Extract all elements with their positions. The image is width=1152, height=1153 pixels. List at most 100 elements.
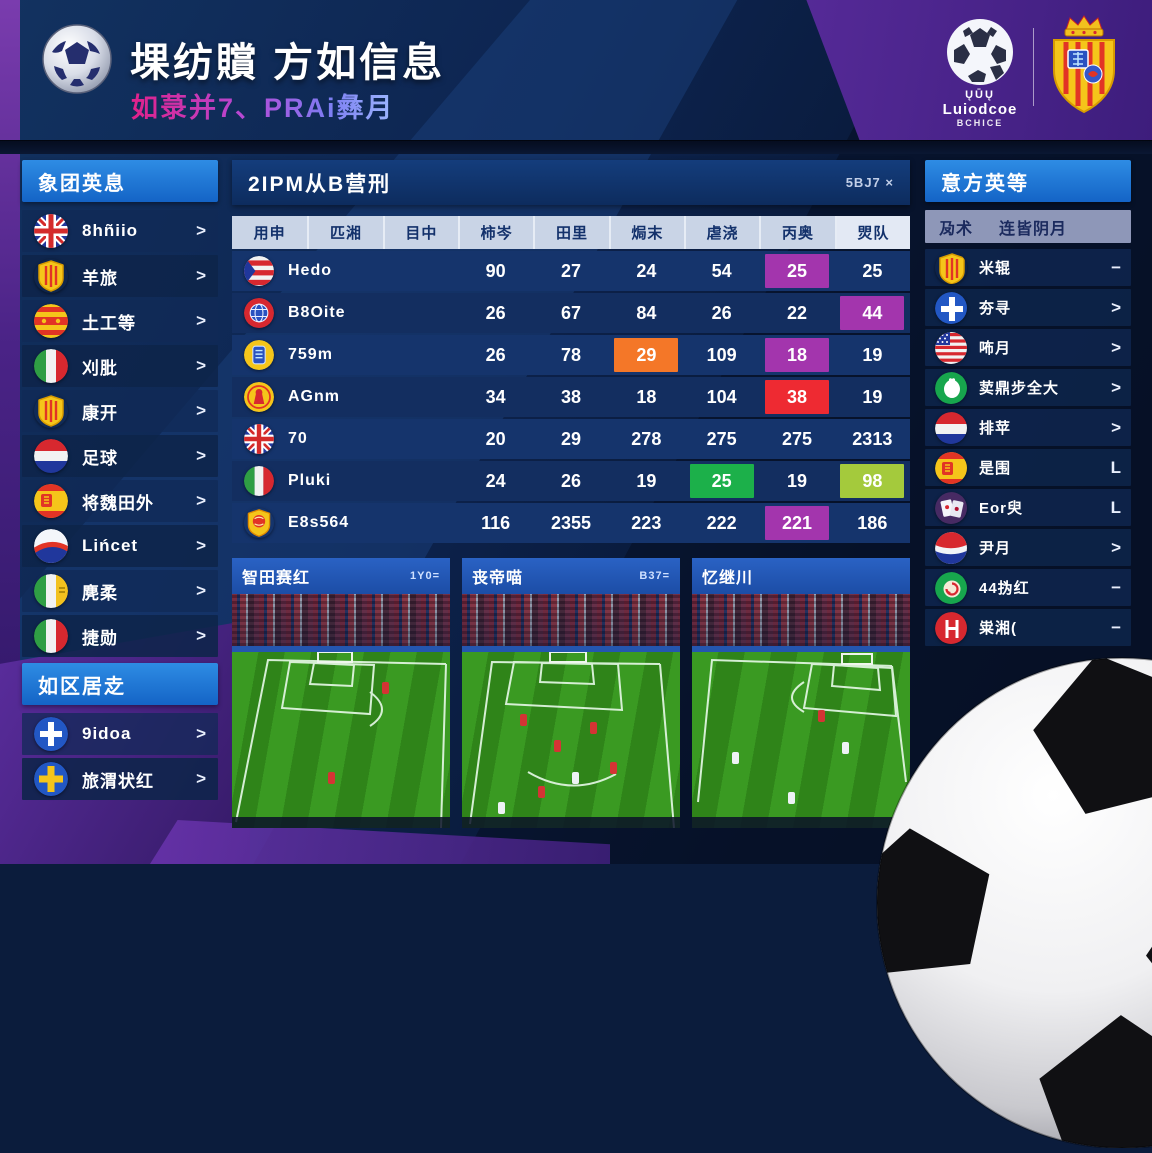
table-row[interactable]: Hedo 90 27 24 54 25 25 xyxy=(232,251,910,291)
nav-item-Lińcet[interactable]: Lińcet > xyxy=(22,525,218,567)
player-marker xyxy=(610,762,617,774)
stat-cell: 19 xyxy=(835,335,910,375)
stat-cell: 109 xyxy=(684,335,759,375)
nav-item-刈肶[interactable]: 刈肶 > xyxy=(22,345,218,387)
flag-cuba-icon xyxy=(244,256,274,286)
nav-item-label: 荬鼎步全大 xyxy=(979,380,1060,397)
nav-item-8hñiio[interactable]: 8hñiio > xyxy=(22,210,218,252)
stat-value: 19 xyxy=(786,470,807,491)
flag-uk-icon xyxy=(34,214,68,248)
column-header[interactable]: 田里 xyxy=(533,216,608,249)
column-header[interactable]: 柿岑 xyxy=(458,216,533,249)
nav-item-44㧑红[interactable]: 44㧑红 − xyxy=(925,569,1131,606)
nav-item-米辊[interactable]: 米辊 − xyxy=(925,249,1131,286)
nav-item-麂柔[interactable]: 麂柔 > xyxy=(22,570,218,612)
logo-divider xyxy=(1033,28,1034,106)
nav-item-土工等[interactable]: 土工等 > xyxy=(22,300,218,342)
nav-item-粜湘([interactable]: 粜湘(− xyxy=(925,609,1131,646)
icon-cards-icon xyxy=(935,491,967,524)
league-logo: ŲŪŲ Luiodcoe BCHICE xyxy=(938,18,1022,128)
table-row[interactable]: AGnm 34 38 18 104 38 19 xyxy=(232,377,910,417)
chevron-right-icon: > xyxy=(196,491,206,510)
video-panel-3[interactable]: 忆继川 xyxy=(692,558,910,828)
nav-item-label: 刈肶 xyxy=(82,358,118,378)
chevron-right-icon: > xyxy=(1111,337,1121,357)
team-name: 759m xyxy=(288,346,333,363)
league-logo-mark: ŲŪŲ xyxy=(965,89,995,101)
stat-value: 26 xyxy=(560,470,581,491)
stat-cell: 98 xyxy=(835,461,910,501)
stats-table-close-control[interactable]: 5BJ7 × xyxy=(845,175,894,190)
nav-item-夯寻[interactable]: 夯寻 > xyxy=(925,289,1131,326)
header-divider xyxy=(0,140,1152,154)
stat-cell: 27 xyxy=(533,251,608,291)
column-header[interactable]: 目中 xyxy=(382,216,458,249)
nav-item-尹月[interactable]: 尹月 > xyxy=(925,529,1131,566)
column-header[interactable]: 焗末 xyxy=(608,216,684,249)
flag-spain-ball-icon xyxy=(34,304,68,338)
nav-item-label: 咘月 xyxy=(979,340,1012,357)
player-marker xyxy=(498,802,505,814)
video-panel-2[interactable]: 丧帝喵 B37= xyxy=(462,558,680,828)
highlighted-stat: 25 xyxy=(689,464,754,498)
table-row[interactable]: E8s564 116 2355 223 222 221 186 xyxy=(232,503,910,543)
player-marker xyxy=(590,722,597,734)
league-logo-name: Luiodcoe xyxy=(942,101,1018,118)
right-sidebar: 意方英等 夃术 连皆阴月 米辊 − 夯寻 > 咘月 > 荬鼎步全大 > 排苹 > 是围 L Eor臾 L 尹… xyxy=(925,160,1131,649)
chevron-right-icon: > xyxy=(196,724,206,743)
flag-globe-icon xyxy=(244,298,274,328)
nav-item-捷勋[interactable]: 捷勋 > xyxy=(22,615,218,657)
column-header[interactable]: 用申 xyxy=(253,225,286,242)
stat-value: 19 xyxy=(862,344,883,365)
nav-item-康开[interactable]: 康开 > xyxy=(22,390,218,432)
table-row[interactable]: 70 20 29 278 275 275 2313 xyxy=(232,419,910,459)
stat-cell: 38 xyxy=(533,377,608,417)
stat-value: 275 xyxy=(781,428,813,449)
column-header[interactable]: 匹湘 xyxy=(307,216,382,249)
table-row[interactable]: B8Oite 26 67 84 26 22 44 xyxy=(232,293,910,333)
stat-cell: 78 xyxy=(533,335,608,375)
column-header[interactable]: 焸队 xyxy=(834,216,910,249)
nav-item-羊旅[interactable]: 羊旅 > xyxy=(22,255,218,297)
column-header[interactable]: 丙奥 xyxy=(759,216,834,249)
table-row[interactable]: Pluki 24 26 19 25 19 98 xyxy=(232,461,910,501)
stat-value: 109 xyxy=(706,344,737,365)
column-header[interactable]: 虐浇 xyxy=(684,216,759,249)
nav-item-荬鼎步全大[interactable]: 荬鼎步全大 > xyxy=(925,369,1131,406)
chevron-right-icon: > xyxy=(196,626,206,645)
nav-item-将魏田外[interactable]: 将魏田外 > xyxy=(22,480,218,522)
nav-item-咘月[interactable]: 咘月 > xyxy=(925,329,1131,366)
right-sidebar-subheader-right[interactable]: 连皆阴月 xyxy=(999,220,1068,238)
nav-item-足球[interactable]: 足球 > xyxy=(22,435,218,477)
flag-finland-icon xyxy=(935,291,967,324)
stadium-crowd xyxy=(462,594,680,652)
right-sidebar-subheader-left[interactable]: 夃术 xyxy=(939,220,974,238)
stat-value: 275 xyxy=(706,428,737,449)
flag-finland-icon xyxy=(34,717,68,751)
stat-value: 22 xyxy=(786,302,807,323)
flag-swoosh-icon xyxy=(34,529,68,563)
nav-item-排苹[interactable]: 排苹 > xyxy=(925,409,1131,446)
player-marker xyxy=(842,742,849,754)
nav-item-label: 康开 xyxy=(82,403,118,423)
stat-cell: 67 xyxy=(533,293,608,333)
video-panel-1[interactable]: 智田赛红 1Y0= xyxy=(232,558,450,828)
nav-item-label: Eor臾 xyxy=(979,500,1024,517)
nav-item-Eor臾[interactable]: Eor臾 L xyxy=(925,489,1131,526)
chevron-right-icon: > xyxy=(196,536,206,555)
video-panel-1-title: 智田赛红 xyxy=(242,570,311,587)
nav-item-label: 米辊 xyxy=(979,260,1012,277)
left-sidebar-section1-list: 8hñiio > 羊旅 > 土工等 > 刈肶 > 康开 > 足球 > 将魏田外 > Lińcet > 麂柔 > 捷勋… xyxy=(22,210,218,657)
video-panel-2-thumbnail xyxy=(462,594,680,828)
stats-table-titlebar: 2IPM从B营刑 5BJ7 × xyxy=(232,160,910,205)
nav-item-旅渭状红[interactable]: 旅渭状红 > xyxy=(22,758,218,800)
table-row[interactable]: 759m 26 78 29 109 18 19 xyxy=(232,335,910,375)
stat-cell: 221 xyxy=(759,503,834,543)
nav-item-是围[interactable]: 是围 L xyxy=(925,449,1131,486)
stat-cell: 26 xyxy=(684,293,759,333)
video-panel-3-title: 忆继川 xyxy=(702,570,754,587)
team-name-cell: 759m xyxy=(232,335,458,375)
video-panel-2-badge: B37= xyxy=(639,570,670,582)
nav-item-9idoa[interactable]: 9idoa > xyxy=(22,713,218,755)
stat-value: 54 xyxy=(711,260,732,281)
